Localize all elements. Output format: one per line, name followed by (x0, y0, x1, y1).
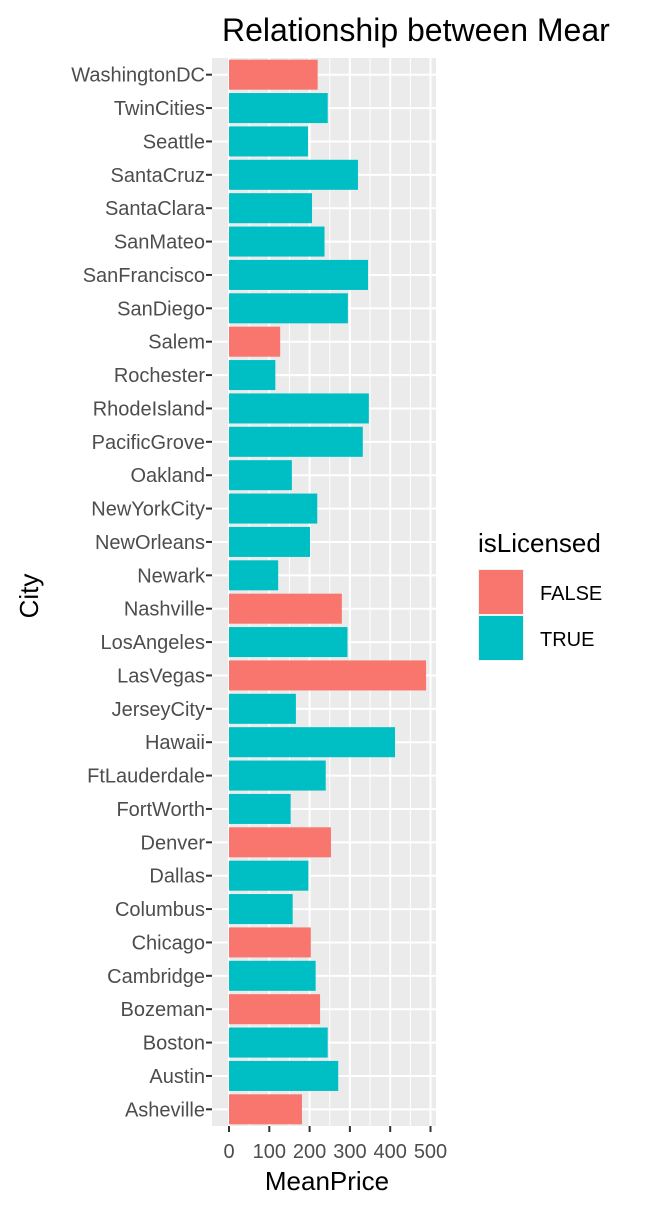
bar-sandiego (229, 293, 348, 324)
chart-title: Relationship between Mear (222, 12, 610, 48)
y-tick-label: Chicago (132, 932, 205, 954)
bar-jerseycity (229, 693, 296, 724)
bar-austin (229, 1060, 339, 1091)
y-tick-label: WashingtonDC (71, 65, 205, 87)
y-tick-label: Columbus (115, 899, 205, 921)
y-tick-label: Newark (137, 565, 206, 587)
bar-boston (229, 1027, 328, 1058)
y-tick-label: RhodeIsland (93, 398, 205, 420)
bar-oakland (229, 460, 292, 491)
bar-santaclara (229, 193, 313, 224)
x-tick-label: 0 (223, 1141, 234, 1163)
legend-label-false: FALSE (540, 583, 602, 605)
legend: isLicensed FALSE TRUE (478, 528, 602, 661)
bar-dallas (229, 860, 309, 891)
bar-nashville (229, 593, 342, 624)
y-tick-label: SantaClara (105, 198, 206, 220)
bar-ftlauderdale (229, 760, 326, 791)
y-tick-label: Bozeman (121, 999, 206, 1021)
bar-newyorkcity (229, 493, 318, 524)
y-tick-label: PacificGrove (92, 432, 205, 454)
bar-chicago (229, 927, 311, 958)
legend-label-true: TRUE (540, 629, 594, 651)
y-tick-label: SanFrancisco (83, 265, 205, 287)
bar-seattle (229, 126, 308, 157)
y-tick-label: SanMateo (114, 232, 205, 254)
bar-washingtondc (229, 59, 318, 90)
bar-fortworth (229, 793, 291, 824)
y-tick-label: Salem (148, 332, 205, 354)
legend-key-false (479, 570, 523, 614)
bar-cambridge (229, 960, 316, 991)
bar-bozeman (229, 994, 321, 1025)
y-tick-label: Hawaii (145, 732, 205, 754)
bar-sanmateo (229, 226, 325, 257)
bar-columbus (229, 894, 293, 925)
bar-lasvegas (229, 660, 427, 691)
bar-denver (229, 827, 331, 858)
x-tick-label: 400 (374, 1141, 407, 1163)
bar-hawaii (229, 727, 396, 758)
bar-twincities (229, 93, 328, 124)
x-tick-label: 300 (333, 1141, 366, 1163)
x-tick-label: 100 (253, 1141, 286, 1163)
bar-pacificgrove (229, 426, 363, 457)
y-tick-label: Seattle (143, 131, 205, 153)
y-tick-label: Nashville (124, 599, 205, 621)
y-tick-label: Rochester (114, 365, 205, 387)
bar-asheville (229, 1094, 302, 1125)
x-axis-title: MeanPrice (265, 1166, 389, 1196)
legend-key-true (479, 616, 523, 660)
y-tick-label: FortWorth (116, 799, 205, 821)
y-tick-label: Austin (149, 1066, 205, 1088)
bar-newark (229, 560, 279, 591)
y-axis-title: City (14, 574, 44, 619)
bars (229, 59, 427, 1125)
axes: Asheville Austin Boston Bozeman Cambridge Chi… (71, 65, 447, 1163)
bar-rochester (229, 360, 276, 391)
bar-sanfrancisco (229, 259, 369, 290)
x-tick-label: 200 (293, 1141, 326, 1163)
y-tick-label: NewYorkCity (91, 499, 205, 521)
y-tick-label: SanDiego (117, 298, 205, 320)
y-tick-label: JerseyCity (112, 699, 205, 721)
y-tick-label: SantaCruz (111, 165, 206, 187)
y-tick-label: Asheville (125, 1099, 205, 1121)
legend-title: isLicensed (478, 528, 601, 558)
y-tick-label: Oakland (131, 465, 206, 487)
y-tick-label: FtLauderdale (87, 766, 205, 788)
y-tick-label: TwinCities (114, 98, 205, 120)
bar-rhodeisland (229, 393, 369, 424)
y-tick-label: LasVegas (117, 665, 205, 687)
y-tick-label: Dallas (149, 866, 205, 888)
bar-salem (229, 326, 281, 357)
bar-losangeles (229, 627, 348, 658)
y-tick-label: LosAngeles (100, 632, 205, 654)
y-tick-label: Cambridge (107, 966, 205, 988)
y-tick-label: Boston (143, 1033, 205, 1055)
y-tick-label: NewOrleans (95, 532, 205, 554)
bar-santacruz (229, 159, 358, 190)
x-tick-label: 500 (414, 1141, 447, 1163)
bar-neworleans (229, 526, 311, 557)
y-tick-label: Denver (141, 832, 206, 854)
